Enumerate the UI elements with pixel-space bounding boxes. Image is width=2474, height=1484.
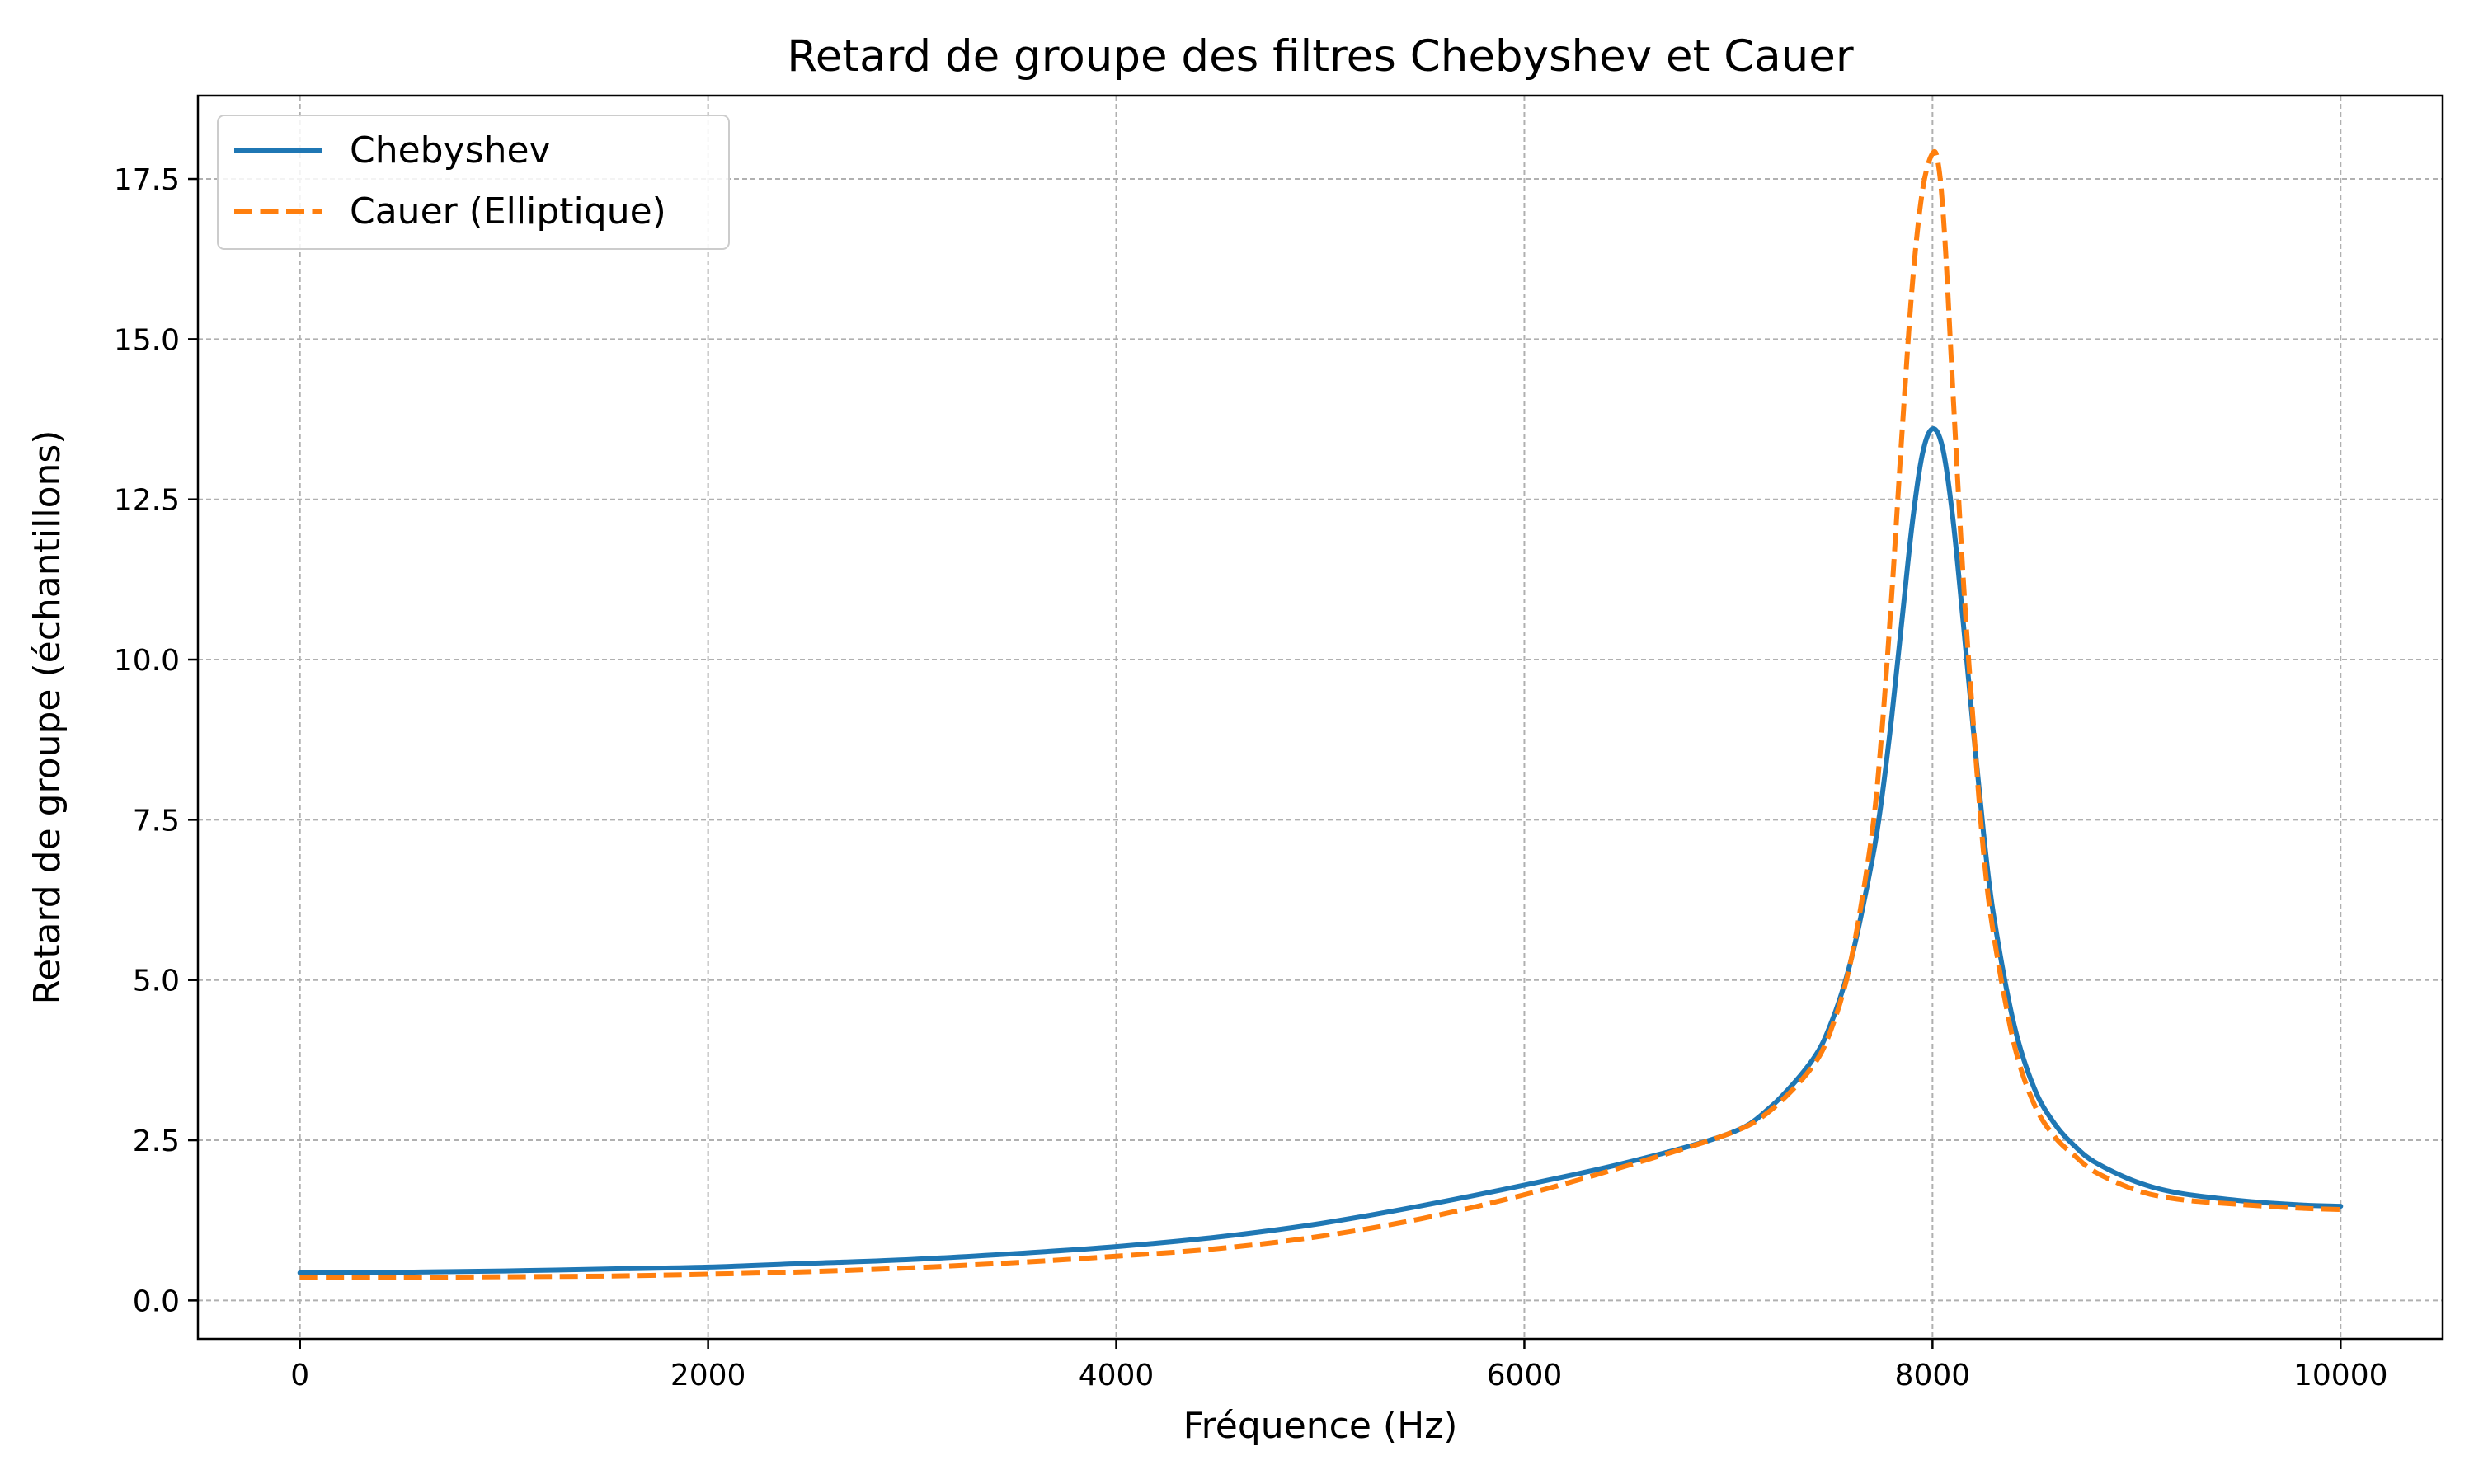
series-line-chebyshev — [297, 426, 2344, 1275]
y-tick-label: 15.0 — [114, 323, 180, 357]
legend: Chebyshev Cauer (Elliptique) — [217, 115, 730, 250]
y-tick-label: 10.0 — [114, 644, 180, 678]
chart-title: Retard de groupe des filtres Chebyshev e… — [787, 31, 1854, 82]
x-tick-label: 0 — [290, 1359, 309, 1392]
y-tick-label: 12.5 — [114, 484, 180, 518]
y-tick-label: 0.0 — [133, 1284, 180, 1318]
y-tick-label: 7.5 — [133, 804, 180, 838]
y-tick-label: 2.5 — [133, 1125, 180, 1158]
y-tick-label: 5.0 — [133, 965, 180, 998]
axes-frame — [196, 94, 2444, 1341]
x-tick-label: 6000 — [1487, 1359, 1563, 1392]
series-line-cauer — [299, 148, 2341, 1280]
legend-label: Chebyshev — [350, 129, 551, 171]
plot-area — [297, 148, 2344, 1280]
x-tick-label: 4000 — [1079, 1359, 1155, 1392]
y-tick-label: 17.5 — [114, 163, 180, 197]
x-tick-label: 2000 — [670, 1359, 746, 1392]
axis-ticks: 0 2000 4000 6000 8000 10000 0.0 2.5 5.0 7.5 10.0 12… — [114, 163, 2388, 1392]
legend-box — [217, 115, 730, 250]
y-axis-label: Retard de groupe (échantillons) — [26, 430, 68, 1005]
x-tick-label: 10000 — [2293, 1359, 2388, 1392]
x-tick-label: 8000 — [1895, 1359, 1971, 1392]
x-axis-label: Fréquence (Hz) — [1183, 1405, 1458, 1447]
legend-label: Cauer (Elliptique) — [350, 190, 666, 232]
